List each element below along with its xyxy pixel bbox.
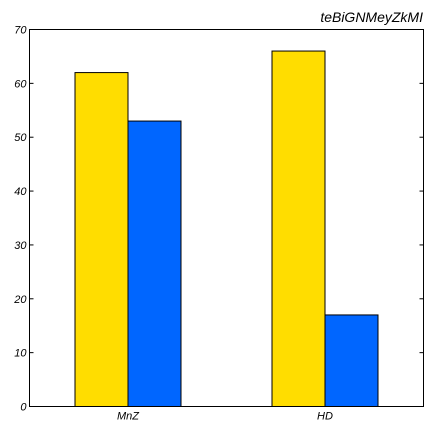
y-tick-label: 40 xyxy=(14,186,27,198)
chart-title: teBiGNMeyZkMI xyxy=(320,9,423,25)
x-tick-label: MnZ xyxy=(117,411,140,423)
y-tick-label: 10 xyxy=(14,348,27,360)
y-tick-label: 70 xyxy=(14,25,27,37)
bar-MnZ-series-1 xyxy=(75,73,128,407)
y-tick-label: 20 xyxy=(13,294,27,306)
x-tick-label: HD xyxy=(317,411,333,423)
y-tick-label: 60 xyxy=(14,78,27,90)
bars-group xyxy=(75,51,378,406)
y-tick-label: 0 xyxy=(20,402,27,414)
bar-HD-series-2 xyxy=(325,315,378,407)
bar-MnZ-series-2 xyxy=(128,121,181,406)
y-tick-label: 50 xyxy=(14,132,27,144)
bar-HD-series-1 xyxy=(272,51,325,406)
y-tick-label: 30 xyxy=(14,240,27,252)
